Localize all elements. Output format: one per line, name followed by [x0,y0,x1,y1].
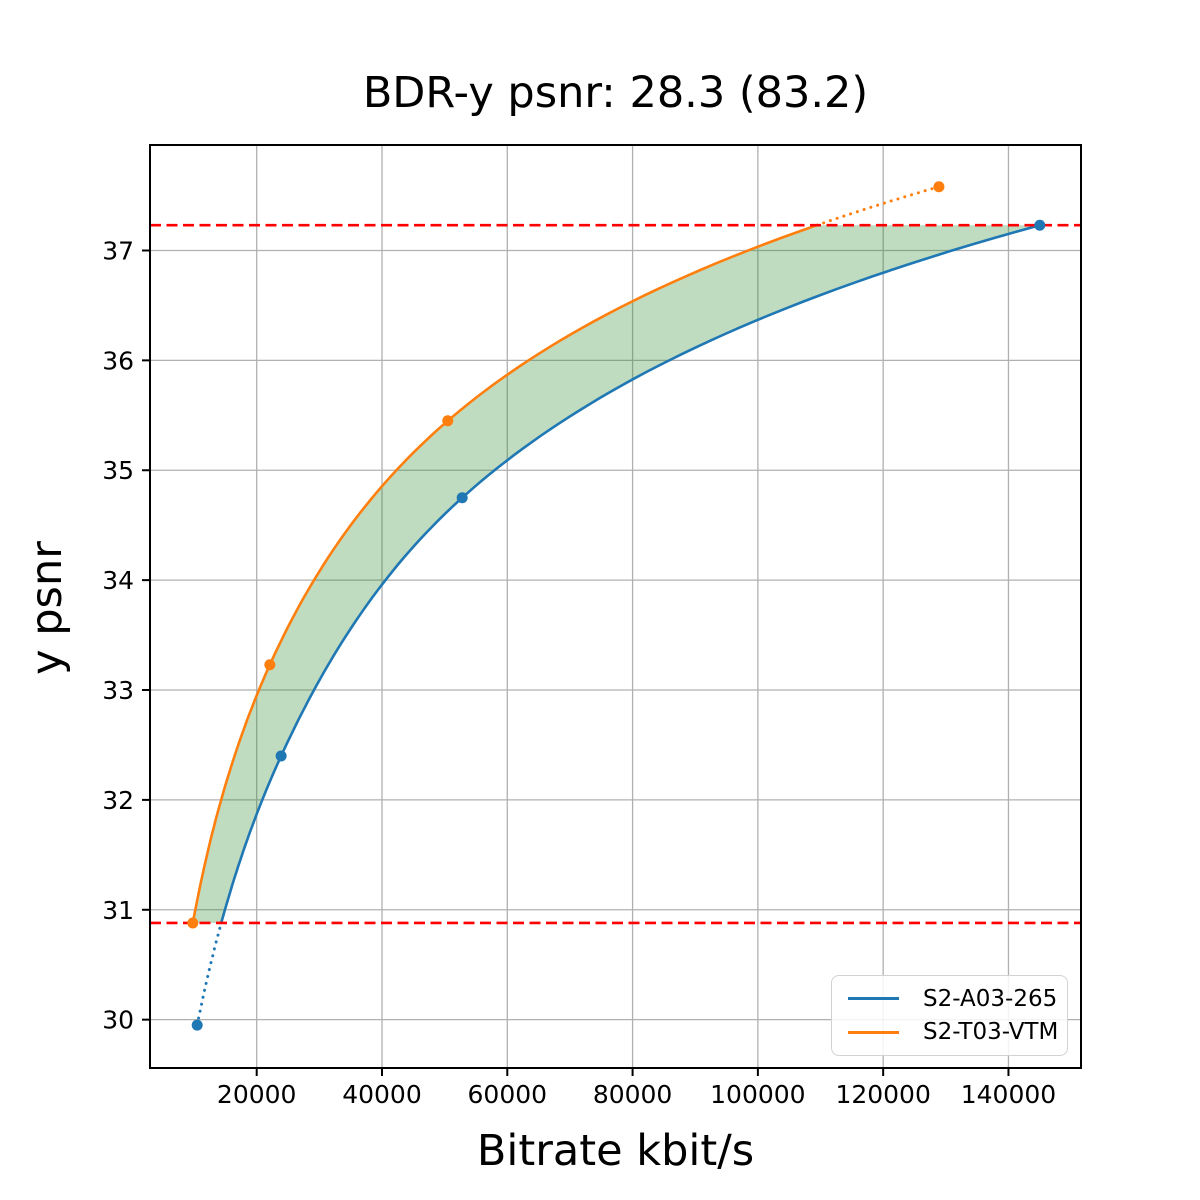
y-axis-label: y psnr [22,541,72,675]
y-tick-label: 30 [102,1006,134,1035]
chart-title: BDR-y psnr: 28.3 (83.2) [362,68,869,118]
y-tick-label: 34 [102,566,134,595]
y-tick-label: 37 [102,236,134,265]
legend-line-swatch [848,997,899,1001]
legend: S2-A03-265 S2-T03-VTM [831,975,1068,1056]
data-point-s2-a03-265 [275,750,287,762]
data-point-s2-t03-vtm [442,415,454,427]
rd-curve-extrapolation-s2-t03-vtm [815,185,941,227]
data-point-s2-a03-265 [191,1019,203,1031]
x-axis-label: Bitrate kbit/s [476,1126,755,1176]
x-tick-label: 100000 [710,1080,805,1109]
x-tick-label: 40000 [342,1080,422,1109]
data-point-s2-t03-vtm [187,917,199,929]
legend-line-swatch [848,1030,899,1034]
y-tick-label: 33 [102,676,134,705]
bd-area-fill [192,225,1040,923]
rd-curve-extrapolation-s2-a03-265 [195,921,223,1027]
legend-entry-s2-a03-265: S2-A03-265 [840,982,1058,1016]
x-tick-label: 140000 [961,1080,1056,1109]
data-point-s2-a03-265 [1034,219,1046,231]
y-tick-label: 36 [102,346,134,375]
legend-label: S2-A03-265 [923,985,1058,1012]
x-tick-label: 20000 [217,1080,297,1109]
y-tick-label: 31 [102,896,134,925]
rd-curve-s2-a03-265 [219,223,1041,924]
data-point-s2-t03-vtm [264,659,276,671]
x-tick-label: 120000 [835,1080,930,1109]
legend-label: S2-T03-VTM [923,1019,1059,1046]
axes-spines [149,144,1082,1069]
x-tick-label: 60000 [468,1080,548,1109]
y-tick-label: 32 [102,786,134,815]
rd-curve-s2-t03-vtm [191,223,818,924]
y-tick-label: 35 [102,456,134,485]
data-point-s2-a03-265 [456,492,468,504]
data-point-s2-t03-vtm [933,181,945,193]
x-tick-label: 80000 [593,1080,673,1109]
legend-entry-s2-t03-vtm: S2-T03-VTM [840,1016,1059,1050]
